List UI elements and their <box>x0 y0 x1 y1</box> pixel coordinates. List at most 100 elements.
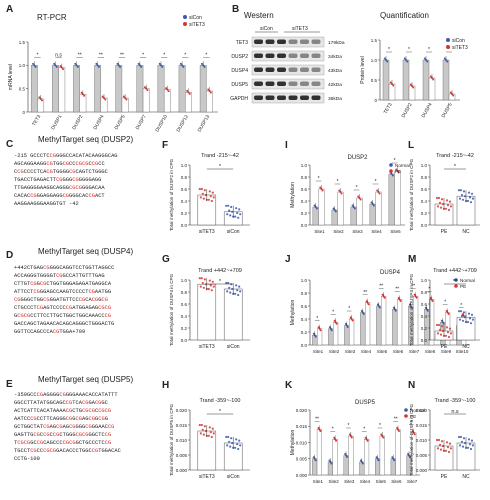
panel-b-lane-label: siTET3 <box>292 26 308 32</box>
panel-g-point <box>237 293 240 297</box>
panel-i-x-label: Site5 <box>390 229 401 234</box>
panel-l-point <box>446 204 450 207</box>
panel-l-y-tick-label: 0.4 <box>421 199 428 204</box>
panel-j-bar-b <box>365 302 371 346</box>
panel-j-point-b <box>461 313 464 316</box>
panel-b-quant-point-a <box>383 57 386 60</box>
panel-m-point <box>461 319 465 322</box>
panel-b-band <box>311 81 321 86</box>
panel-j-point-a <box>314 335 317 338</box>
panel-b-band <box>265 53 275 58</box>
panel-k-x-label: Site2 <box>328 479 339 484</box>
panel-a-point-a <box>161 65 164 68</box>
panel-n-y-tick-label: 0.015 <box>416 423 428 428</box>
panel-m-y-tick-label: 0.2 <box>421 326 428 331</box>
panel-b-band <box>254 81 263 86</box>
panel-f-point <box>208 190 211 193</box>
panel-b-legend-dot <box>446 45 450 49</box>
panel-n-point <box>468 443 472 446</box>
panel-m-y-title: Total methylation of DUSP4 in CPG <box>409 273 414 346</box>
panel-m-point <box>447 335 451 339</box>
panel-h-y-title: Total methylation of DUSP5 in CPG <box>169 403 174 476</box>
panel-g-point <box>212 285 215 288</box>
panel-j-sig: ** <box>379 283 383 289</box>
panel-i-point-a <box>334 210 337 213</box>
panel-a-x-label: DUSP5 <box>114 114 127 131</box>
panel-k-sig: * <box>379 423 381 429</box>
panel-n-point <box>439 448 443 451</box>
panel-i-bar-b <box>356 197 363 226</box>
panel-k-x-label: Site4 <box>360 479 371 484</box>
panel-g-point <box>200 277 203 280</box>
panel-h-range: Trand -359~-100 <box>200 398 241 404</box>
panel-k-x-label: Site1 <box>313 479 324 484</box>
panel-b-quant-bar-a <box>422 59 430 101</box>
panel-m-x-label: NC <box>462 344 470 350</box>
panel-a-point-b <box>186 89 189 92</box>
panel-m-point <box>439 333 443 336</box>
panel-l-point <box>449 205 453 208</box>
panel-b-quant-point-b <box>432 78 435 81</box>
panel-letter-b: B <box>232 4 239 15</box>
panel-a-point-b <box>167 90 170 93</box>
panel-j-bar-a <box>328 328 334 346</box>
panel-k-point-a <box>330 462 333 465</box>
panel-m-point <box>441 329 445 333</box>
panel-b-band <box>311 39 321 44</box>
panel-b-quant-point-b <box>392 84 395 87</box>
panel-b-band <box>265 39 275 44</box>
panel-a-sig: * <box>163 52 165 58</box>
panel-n-point <box>445 441 449 444</box>
panel-i-y-title: Methylation <box>290 182 296 208</box>
panel-m-point <box>444 334 448 337</box>
panel-a-point-a <box>182 65 185 68</box>
panel-j-y-tick-label: 0.4 <box>301 317 308 322</box>
panel-j-point-a <box>362 313 365 315</box>
panel-k-sig: * <box>410 420 412 426</box>
panel-h-y-tick-label: 0.010 <box>176 438 188 443</box>
panel-b-quant-bar-b <box>388 83 396 101</box>
panel-k-legend-label: Normal <box>410 408 425 413</box>
panel-b-band <box>311 95 321 100</box>
panel-j-y-title: Methylation <box>290 300 296 326</box>
panel-a-bar-b <box>185 92 192 113</box>
panel-g-point <box>199 285 202 288</box>
panel-b-band <box>288 81 298 86</box>
panel-m-point <box>457 310 461 313</box>
panel-l-y-tick-label: 0.6 <box>421 187 428 192</box>
panel-k-point-a <box>377 459 380 462</box>
panel-i-y-tick-label: 0.8 <box>301 175 308 180</box>
panel-f-point <box>212 196 215 199</box>
panel-l-point <box>468 196 472 199</box>
panel-b-band <box>311 53 321 58</box>
panel-h-point <box>229 445 232 448</box>
panel-i-point-a <box>315 207 318 210</box>
panel-j-point-b <box>335 322 338 325</box>
panel-a-y-tick-label: 0 <box>22 110 25 115</box>
panel-a-bar-a <box>94 65 102 113</box>
panel-f-y-tick-label: 1.0 <box>181 163 188 168</box>
panel-i-point-b <box>321 189 324 192</box>
panel-a-point-b <box>209 91 212 94</box>
panel-a-y-tick-label: 1.5 <box>19 40 26 45</box>
panel-g-y-tick-label: 0.0 <box>181 338 188 343</box>
panel-i-point-b <box>359 198 362 201</box>
panel-a-point-a <box>34 65 37 68</box>
panel-i-bar-a <box>369 203 376 226</box>
panel-m-point <box>467 312 471 315</box>
panel-k-x-label: Site7 <box>407 479 418 484</box>
panel-n-point <box>435 438 439 442</box>
panel-a-sig: * <box>184 52 186 58</box>
panel-letter-e: E <box>6 379 13 390</box>
panel-j-point-b <box>367 303 370 306</box>
panel-k-point-a <box>346 456 349 458</box>
panel-b-band <box>277 39 286 44</box>
panel-a-bar-b <box>79 94 87 113</box>
panel-k-point-a <box>344 453 347 455</box>
panel-j-bar-a <box>360 312 366 346</box>
panel-h-point <box>201 428 204 431</box>
panel-f-point <box>235 207 238 210</box>
panel-m-point <box>459 310 463 313</box>
panel-a-x-label: DUSP10 <box>154 114 169 133</box>
panel-d-sequence: +442CTGAGCGGGGCAGGTCCTGGTTAGGCC ACCAGGGT… <box>14 265 115 335</box>
